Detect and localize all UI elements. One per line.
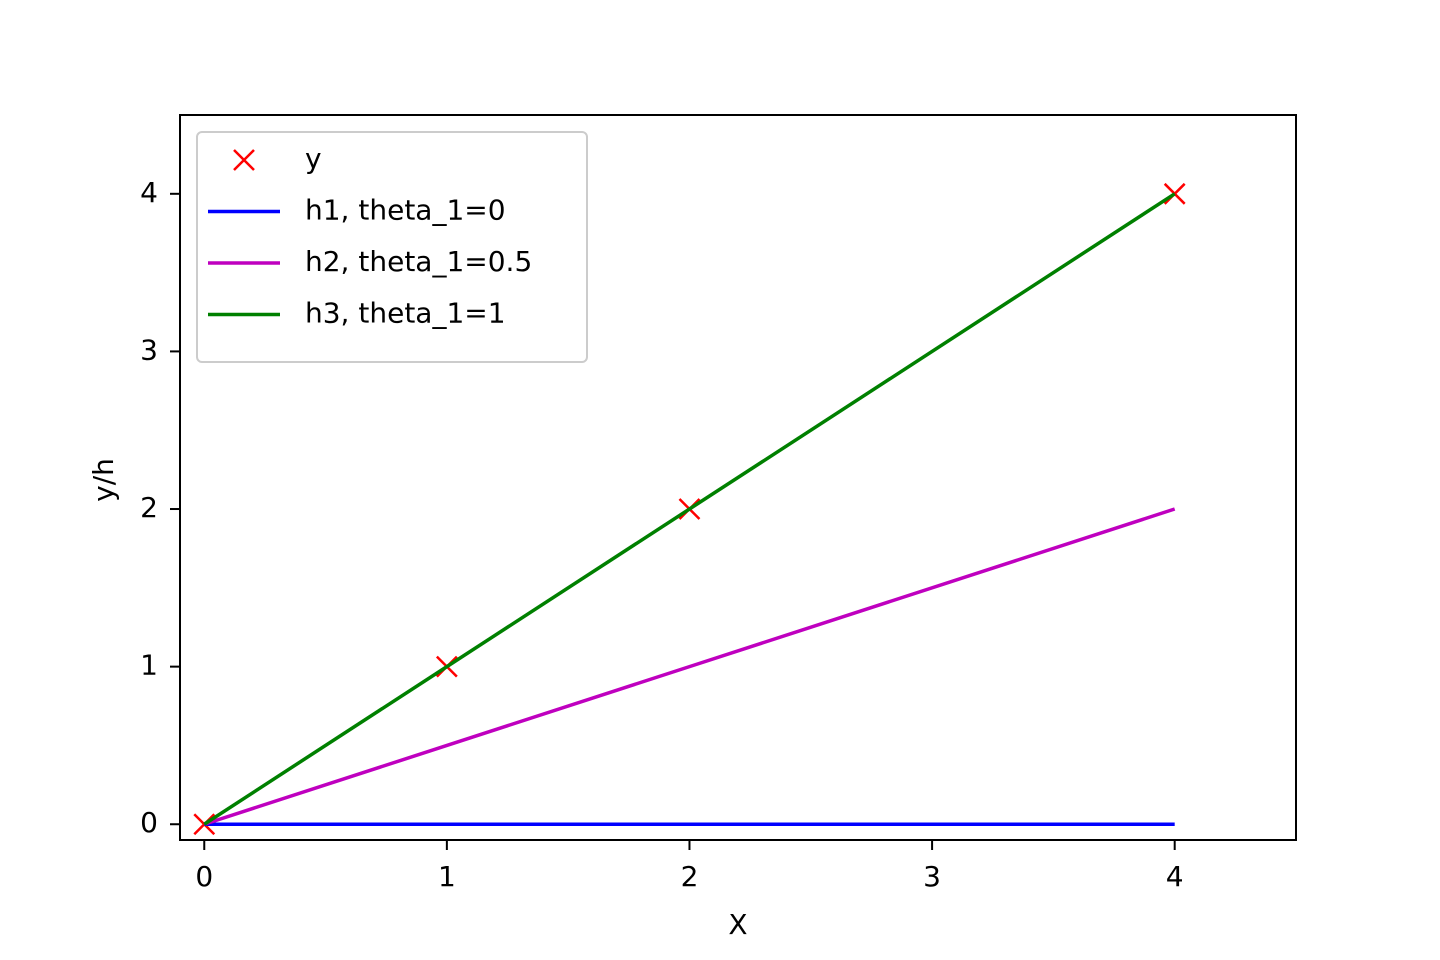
x-tick-label: 2 [681,860,699,893]
x-tick-label: 3 [923,860,941,893]
data-line [203,507,1176,826]
legend-label: h1, theta_1=0 [305,194,506,227]
legend-label: h3, theta_1=1 [305,297,506,330]
y-axis-label: y/h [87,458,120,502]
legend-marker [233,149,255,171]
y-tick-label: 3 [140,333,158,366]
x-tick-label: 0 [195,860,213,893]
y-tick-label: 4 [140,176,158,209]
data-point [1163,182,1186,205]
x-tick-label: 4 [1166,860,1184,893]
legend-box [196,131,588,363]
x-axis-label: X [728,908,747,941]
y-tick-label: 1 [140,649,158,682]
plot-frame [179,114,1297,841]
data-line [203,192,1176,826]
y-tick-label: 2 [140,491,158,524]
y-tick-label: 0 [140,806,158,839]
legend-label: h2, theta_1=0.5 [305,245,532,278]
legend-label: y [305,142,322,175]
x-tick-label: 1 [438,860,456,893]
